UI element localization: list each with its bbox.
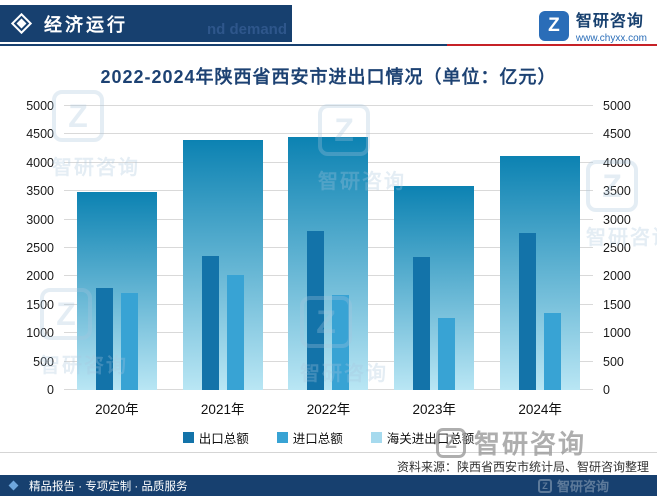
bar-total: [394, 186, 475, 390]
x-axis: 2020年 2021年 2022年 2023年 2024年: [64, 398, 593, 418]
bar-total: [288, 137, 369, 390]
ytick-label: 2000: [603, 269, 631, 284]
ytick-label: 1500: [26, 297, 54, 312]
legend: 出口总额 进口总额 海关进出口总额: [0, 428, 657, 447]
diamond-icon: [8, 480, 19, 491]
ytick-label: 4000: [603, 155, 631, 170]
ytick-label: 2000: [26, 269, 54, 284]
legend-label: 出口总额: [198, 432, 249, 446]
bar-total: [182, 139, 263, 390]
brand-area: Z 智研咨询 www.chyxx.com: [538, 7, 647, 44]
bar-export: [413, 257, 431, 390]
ytick-label: 5000: [26, 99, 54, 113]
legend-swatch: [182, 432, 194, 443]
bar-import: [438, 318, 456, 390]
ytick-label: 500: [603, 354, 624, 369]
watermark: Z 智研咨询: [537, 475, 609, 496]
bar-export: [95, 287, 113, 390]
watermark-logo-icon: Z: [537, 478, 552, 493]
source-divider: [0, 452, 657, 453]
x-axis-label: 2020年: [95, 402, 139, 417]
bar-import: [544, 312, 562, 390]
bar-export: [307, 230, 325, 390]
legend-item: 进口总额: [276, 428, 343, 447]
bar-groups: [64, 106, 593, 390]
ytick-label: 0: [603, 383, 610, 397]
ytick-label: 2500: [26, 241, 54, 255]
bar-import: [332, 294, 350, 390]
ytick-label: 0: [47, 383, 54, 397]
plot-area: [64, 105, 593, 390]
ytick-label: 1000: [26, 326, 54, 341]
ytick-label: 3500: [603, 184, 631, 199]
brand-url-link[interactable]: www.chyxx.com: [575, 33, 647, 44]
bar-group: [64, 106, 170, 390]
bar-group: [170, 106, 276, 390]
section-title: 经济运行: [44, 14, 128, 35]
ribbon-watermark-text: nd demand: [206, 21, 287, 38]
ytick-label: 4000: [26, 155, 54, 170]
ytick-label: 3000: [603, 212, 631, 227]
brand-logo-icon: Z: [538, 10, 569, 41]
ytick-label: 2500: [603, 241, 631, 255]
ytick-label: 5000: [603, 99, 631, 113]
chart-title: 2022-2024年陕西省西安市进出口情况（单位：亿元）: [100, 67, 557, 87]
x-axis-label: 2023年: [412, 402, 457, 417]
bar-group: [276, 106, 382, 390]
bar-total: [500, 155, 581, 390]
gridline: [64, 133, 593, 135]
gridline: [64, 105, 593, 106]
x-axis-label: 2021年: [200, 402, 245, 417]
bar-group: [381, 106, 487, 390]
bar-total: [76, 192, 157, 390]
ytick-label: 3000: [26, 212, 54, 227]
header-divider: [0, 44, 657, 46]
brand-name: 智研咨询: [575, 13, 644, 30]
bar-import: [120, 293, 138, 390]
bar-group: [487, 106, 593, 390]
x-axis-label: 2022年: [306, 402, 351, 417]
ytick-label: 4500: [603, 127, 631, 142]
bar-export: [519, 233, 537, 390]
ytick-label: 500: [33, 354, 54, 369]
x-axis-label: 2024年: [518, 402, 562, 417]
legend-swatch: [370, 432, 382, 443]
legend-item: 海关进出口总额: [370, 428, 475, 447]
ytick-label: 3500: [26, 184, 54, 199]
section-ribbon: 经济运行 nd demand: [0, 5, 292, 42]
source-note: 资料来源：陕西省西安市统计局、智研咨询整理: [396, 460, 649, 474]
diamond-icon: [10, 12, 33, 35]
footer-bar: 精品报告 · 专项定制 · 品质服务 Z 智研咨询: [0, 475, 657, 496]
bar-import: [226, 275, 244, 390]
footer-text: 精品报告 · 专项定制 · 品质服务: [29, 480, 188, 493]
ytick-label: 1000: [603, 326, 631, 341]
ytick-label: 4500: [26, 127, 54, 142]
legend-label: 进口总额: [292, 432, 343, 446]
legend-swatch: [276, 432, 288, 443]
y-axis-left: 0 500 1000 1500 2000 2500 3000 3500 4000 4500 5000: [12, 99, 58, 397]
y-axis-right: 0 500 1000 1500 2000 2500 3000 3500 4000 4500 5000: [599, 99, 645, 397]
bar-export: [201, 255, 219, 390]
legend-item: 出口总额: [182, 428, 249, 447]
legend-label: 海关进出口总额: [386, 432, 475, 446]
ytick-label: 1500: [603, 297, 631, 312]
